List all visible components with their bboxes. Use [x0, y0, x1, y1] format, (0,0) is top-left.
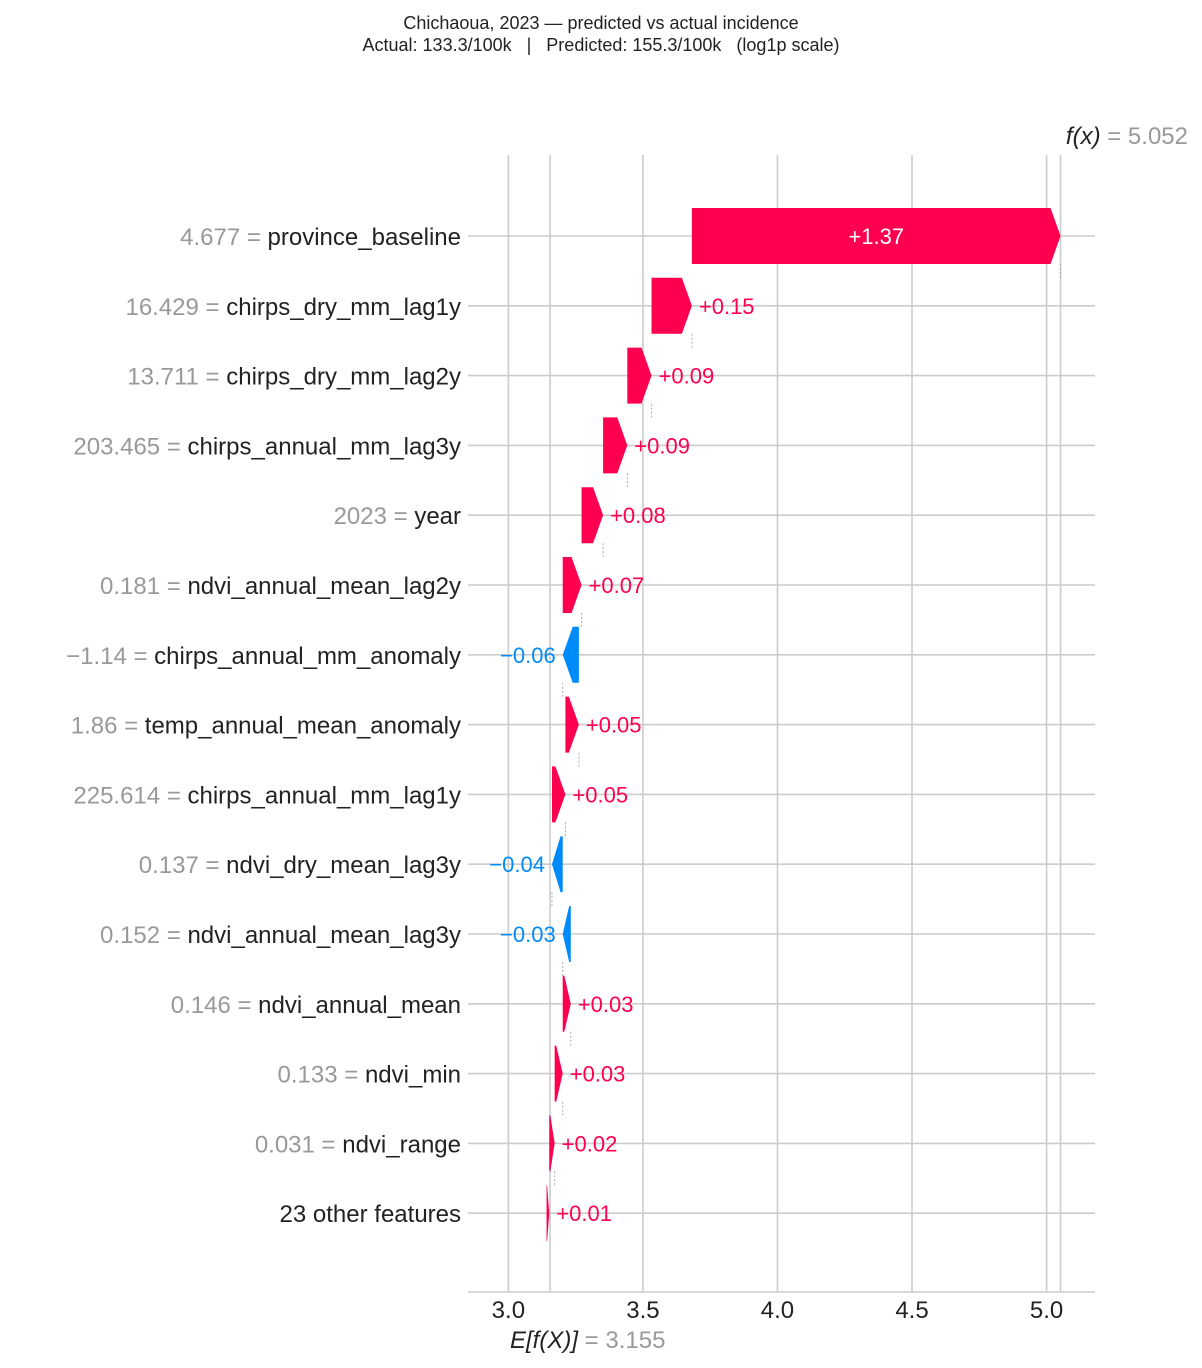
waterfall-bar — [549, 1115, 555, 1172]
contribution-label: +0.05 — [572, 782, 628, 807]
waterfall-bar — [551, 766, 566, 823]
waterfall-bar — [562, 975, 571, 1032]
feature-label: 225.614 = chirps_annual_mm_lag1y — [73, 782, 461, 809]
feature-name: chirps_annual_mm_anomaly — [154, 643, 461, 670]
feature-value: 225.614 = — [73, 782, 187, 809]
fx-value: = 5.052 — [1107, 123, 1188, 150]
contribution-label: −0.04 — [489, 852, 545, 877]
feature-label: 0.137 = ndvi_dry_mean_lag3y — [139, 852, 461, 879]
feature-name: ndvi_annual_mean — [258, 992, 461, 1019]
x-tick-label: 3.0 — [492, 1297, 525, 1324]
feature-value: 0.146 = — [171, 992, 258, 1019]
waterfall-bar — [651, 277, 692, 334]
contribution-label: +0.15 — [699, 294, 755, 319]
feature-labels: +1.37 4.677 = province_baseline +0.15 16.42… — [66, 224, 904, 1228]
contribution-label: +0.02 — [562, 1131, 618, 1156]
waterfall-bar — [562, 557, 582, 613]
contribution-label: +0.07 — [589, 573, 645, 598]
ex-value: = 3.155 — [585, 1327, 666, 1354]
contribution-label: −0.06 — [500, 643, 556, 668]
contribution-label: +0.09 — [659, 364, 715, 389]
ex-annotation: E[f(X)] = 3.155 — [510, 1327, 665, 1354]
feature-name: ndvi_annual_mean_lag3y — [187, 922, 461, 949]
feature-value: 16.429 = — [125, 294, 226, 321]
feature-label: 0.146 = ndvi_annual_mean — [171, 992, 461, 1019]
feature-label: 1.86 = temp_annual_mean_anomaly — [71, 713, 461, 740]
contribution-label: +0.03 — [570, 1062, 626, 1087]
chart-title-line1: Chichaoua, 2023 — predicted vs actual in… — [403, 13, 799, 33]
chart-title: Chichaoua, 2023 — predicted vs actual in… — [0, 12, 1202, 56]
feature-label: 23 other features — [280, 1201, 461, 1228]
feature-label: 0.133 = ndvi_min — [278, 1062, 461, 1089]
waterfall-bar — [562, 906, 571, 962]
feature-value: 0.133 = — [278, 1062, 365, 1089]
feature-label: 0.031 = ndvi_range — [255, 1131, 461, 1158]
x-tick-label: 5.0 — [1030, 1297, 1063, 1324]
feature-name: province_baseline — [268, 224, 461, 251]
waterfall-bar — [603, 417, 628, 474]
x-tick-label: 4.5 — [895, 1297, 928, 1324]
ex-label: E[f(X)] — [510, 1327, 585, 1354]
feature-value: 2023 = — [334, 503, 415, 530]
feature-value: 203.465 = — [73, 433, 187, 460]
waterfall-bar — [565, 696, 579, 753]
feature-label: 0.152 = ndvi_annual_mean_lag3y — [100, 922, 461, 949]
waterfall-bar — [581, 487, 604, 544]
feature-name: chirps_dry_mm_lag1y — [226, 294, 461, 321]
feature-label: 4.677 = province_baseline — [180, 224, 461, 251]
feature-name: 23 other features — [280, 1201, 461, 1228]
feature-label: 13.711 = chirps_dry_mm_lag2y — [127, 364, 461, 391]
feature-value: 4.677 = — [180, 224, 267, 251]
contribution-label: −0.03 — [500, 922, 556, 947]
feature-value: 0.152 = — [100, 922, 187, 949]
feature-name: ndvi_annual_mean_lag2y — [187, 573, 461, 600]
contribution-label: +0.03 — [578, 992, 634, 1017]
feature-name: ndvi_range — [342, 1131, 461, 1158]
contribution-label: +0.08 — [610, 503, 666, 528]
feature-value: 0.031 = — [255, 1131, 342, 1158]
feature-label: −1.14 = chirps_annual_mm_anomaly — [66, 643, 461, 670]
feature-label: 0.181 = ndvi_annual_mean_lag2y — [100, 573, 461, 600]
feature-value: 13.711 = — [127, 364, 226, 391]
waterfall-bar — [691, 208, 1061, 264]
feature-name: chirps_annual_mm_lag3y — [188, 433, 462, 460]
feature-name: ndvi_dry_mean_lag3y — [226, 852, 461, 879]
x-tick-label: 4.0 — [761, 1297, 794, 1324]
contribution-label: +0.09 — [634, 433, 690, 458]
contribution-label: +0.01 — [556, 1201, 612, 1226]
feature-name: temp_annual_mean_anomaly — [145, 713, 461, 740]
feature-value: 0.137 = — [139, 852, 226, 879]
feature-name: chirps_dry_mm_lag2y — [226, 364, 461, 391]
waterfall-bar — [551, 836, 563, 893]
feature-value: 1.86 = — [71, 713, 145, 740]
bars — [546, 208, 1061, 1242]
feature-label: 203.465 = chirps_annual_mm_lag3y — [73, 433, 461, 460]
waterfall-bar — [627, 347, 652, 404]
waterfall-bar — [546, 1185, 550, 1242]
chart-title-line2: Actual: 133.3/100k | Predicted: 155.3/10… — [362, 35, 840, 55]
feature-label: 2023 = year — [334, 503, 461, 530]
contribution-label: +0.05 — [586, 713, 642, 738]
feature-value: 0.181 = — [100, 573, 187, 600]
grid-lines — [468, 155, 1095, 1292]
feature-name: ndvi_min — [365, 1062, 461, 1089]
fx-annotation: f(x) = 5.052 — [1066, 123, 1188, 150]
feature-label: 16.429 = chirps_dry_mm_lag1y — [125, 294, 461, 321]
feature-value: −1.14 = — [66, 643, 154, 670]
contribution-label: +1.37 — [848, 224, 904, 249]
x-tick-label: 3.5 — [626, 1297, 659, 1324]
waterfall-bar — [554, 1045, 563, 1102]
fx-label: f(x) — [1066, 123, 1107, 150]
feature-name: chirps_annual_mm_lag1y — [188, 782, 462, 809]
waterfall-bar — [562, 626, 579, 683]
feature-name: year — [414, 503, 461, 530]
x-axis: 3.0 3.5 4.0 4.5 5.0 f(x) = 5.052 E[f(X)] = 3.1… — [468, 123, 1188, 1354]
